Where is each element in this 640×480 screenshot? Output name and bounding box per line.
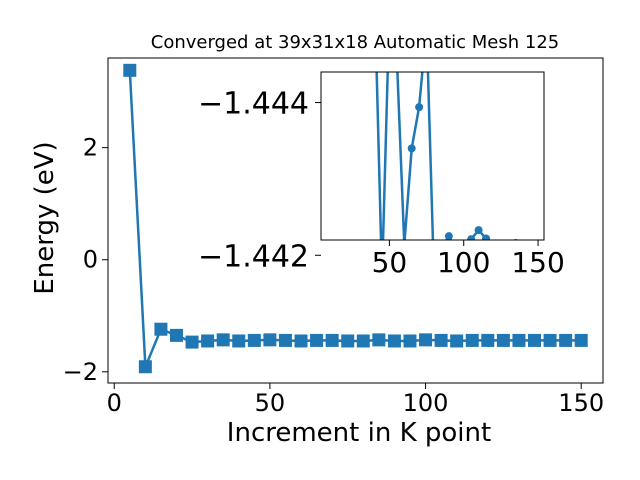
inset-y-tick-label: −1.444: [198, 87, 309, 122]
x-tick-label: 150: [558, 389, 604, 417]
main-data-point: [481, 333, 495, 347]
y-tick-label: 0: [83, 246, 98, 274]
main-data-point: [247, 333, 261, 347]
main-data-point: [434, 333, 448, 347]
main-data-point: [450, 334, 464, 348]
main-data-point: [356, 334, 370, 348]
inset-data-point: [467, 235, 476, 240]
inset-data-point: [407, 144, 416, 153]
y-tick-label: −2: [63, 358, 98, 386]
inset-data-point: [444, 232, 453, 240]
inset-series-line: [375, 72, 489, 240]
inset-x-tick-label: 100: [437, 246, 490, 279]
inset-x-tick-label: 50: [372, 246, 408, 279]
main-data-point: [294, 334, 308, 348]
inset-y-tick-label: −1.442: [198, 239, 309, 274]
main-data-point: [185, 335, 199, 349]
x-axis-label: Increment in K point: [227, 418, 491, 448]
inset-data-point: [474, 226, 483, 235]
main-data-point: [403, 334, 417, 348]
inset-data-point: [415, 103, 424, 112]
y-tick-label: 2: [83, 134, 98, 162]
main-data-point: [496, 333, 510, 347]
main-x-axis: 0 50 100 150: [107, 383, 604, 417]
main-data-point: [528, 333, 542, 347]
inset-data-point: [482, 234, 491, 240]
main-data-point: [232, 334, 246, 348]
y-axis-label: Energy (eV): [30, 141, 60, 294]
inset-y-axis: −1.444 −1.442: [198, 87, 321, 274]
main-data-point: [574, 333, 588, 347]
main-data-point: [169, 328, 183, 342]
main-data-point: [325, 333, 339, 347]
main-data-point: [465, 333, 479, 347]
main-series: [123, 63, 588, 374]
inset-data-point: [423, 22, 431, 30]
main-data-point: [372, 333, 386, 347]
inset-series: [375, 7, 519, 240]
x-tick-label: 50: [255, 389, 286, 417]
main-data-point: [387, 334, 401, 348]
main-data-point: [201, 334, 215, 348]
main-data-point: [263, 333, 277, 347]
main-data-point: [138, 360, 152, 374]
main-data-point: [543, 333, 557, 347]
x-tick-label: 100: [403, 389, 449, 417]
inset-x-tick-label: 150: [511, 246, 564, 279]
main-data-point: [559, 333, 573, 347]
chart-title: Converged at 39x31x18 Automatic Mesh 125: [151, 32, 560, 53]
main-data-point: [419, 333, 433, 347]
inset-plot-border: [320, 71, 545, 241]
main-data-point: [123, 63, 137, 77]
main-data-point: [341, 334, 355, 348]
main-data-point: [512, 333, 526, 347]
main-data-point: [310, 333, 324, 347]
x-tick-label: 0: [107, 389, 122, 417]
inset-data-point: [385, 7, 393, 15]
main-y-axis: −2 0 2: [63, 134, 108, 386]
main-data-point: [154, 322, 168, 336]
main-data-point: [216, 333, 230, 347]
main-data-point: [278, 333, 292, 347]
inset-x-axis: 50 100 150: [372, 240, 565, 279]
